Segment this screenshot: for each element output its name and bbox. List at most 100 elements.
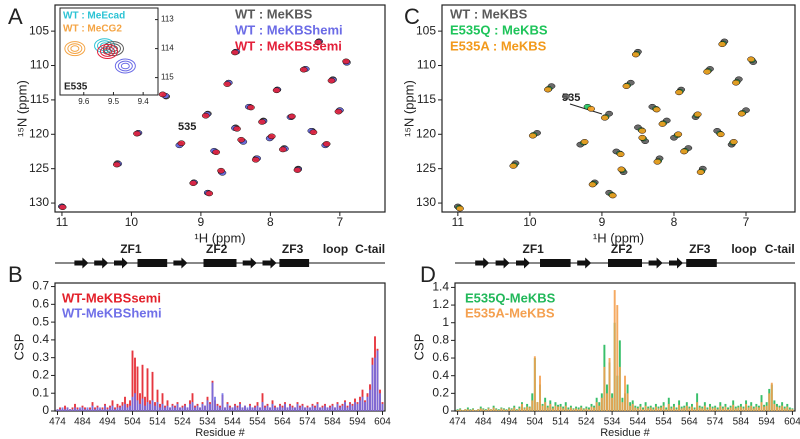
helix-bar — [540, 259, 571, 267]
bar — [492, 407, 495, 411]
bar — [760, 402, 763, 411]
nmr-peak — [247, 104, 255, 111]
bar — [354, 402, 356, 411]
domain-label: loop — [731, 242, 756, 256]
bar — [776, 406, 778, 411]
nmr-peak — [562, 93, 570, 100]
bar — [364, 402, 366, 411]
bar — [214, 396, 216, 411]
legend-entry: E535Q : MeKBS — [450, 22, 548, 37]
bar — [274, 407, 276, 411]
x-tick-label: 9.5 — [108, 97, 120, 106]
helix-bar — [686, 259, 717, 267]
x-tick-label: 584 — [733, 417, 750, 428]
bar — [339, 407, 341, 411]
bar — [768, 393, 771, 411]
x-tick-label: 504 — [124, 417, 141, 428]
bar — [249, 405, 251, 411]
nmr-peak — [327, 77, 336, 84]
bar — [781, 405, 784, 411]
bar — [66, 407, 69, 411]
bar — [549, 403, 552, 411]
nmr-peak — [617, 166, 626, 173]
nmr-peak — [212, 149, 221, 156]
bar — [721, 408, 724, 411]
bar — [456, 410, 459, 411]
bar — [369, 389, 371, 411]
bar — [319, 407, 321, 411]
bar — [216, 405, 219, 411]
bar — [324, 405, 326, 411]
bar — [518, 408, 521, 411]
y-tick-label: 0 — [42, 403, 49, 417]
x-tick-label: 524 — [174, 417, 191, 428]
legend-entry: WT : MeCG2 — [63, 24, 122, 35]
strand-arrow — [669, 257, 683, 269]
bar — [608, 358, 611, 411]
nmr-peak — [716, 131, 725, 138]
bar — [156, 389, 159, 411]
bar — [727, 409, 729, 411]
bar — [683, 407, 686, 411]
bar — [226, 403, 229, 411]
bar — [276, 407, 279, 411]
bar — [71, 409, 74, 411]
x-tick-label: 514 — [149, 417, 166, 428]
strand-arrow — [475, 257, 490, 269]
bar — [311, 405, 314, 411]
bar — [678, 404, 681, 411]
bar — [199, 407, 201, 411]
y-tick-label: 120 — [29, 126, 49, 140]
nmr-peak — [177, 140, 186, 147]
bar — [611, 397, 614, 411]
bar — [366, 396, 369, 411]
bar — [134, 393, 136, 411]
domain-label: ZF1 — [120, 242, 142, 256]
bar — [181, 407, 184, 411]
y-tick-label: 0.4 — [432, 368, 449, 382]
bar — [259, 407, 261, 411]
y-tick-label: 1.4 — [432, 280, 449, 294]
panel-label: D — [420, 262, 436, 287]
bar — [204, 405, 206, 411]
domain-label: loop — [323, 242, 348, 256]
bar — [281, 407, 284, 411]
bar — [151, 400, 154, 411]
x-tick-label: 10 — [523, 215, 537, 229]
y-axis-label: ¹⁵N (ppm) — [14, 80, 29, 137]
bar — [466, 409, 469, 411]
legend-entry: WT : MeKBShemi — [235, 22, 343, 37]
nmr-peak — [528, 132, 537, 139]
domain-label: ZF1 — [523, 242, 545, 256]
x-tick-label: 9.6 — [78, 97, 90, 106]
bar — [670, 408, 673, 411]
y-tick-label: 113 — [161, 15, 174, 24]
y-tick-label: 125 — [29, 161, 49, 175]
bar — [116, 407, 119, 411]
y-tick-label: 0.7 — [32, 279, 49, 293]
nmr-peak — [658, 121, 667, 127]
bar — [166, 405, 169, 411]
nmr-peak — [580, 139, 589, 145]
bar — [371, 364, 374, 411]
bar — [134, 357, 136, 411]
bar — [89, 409, 91, 411]
bar — [585, 408, 588, 411]
bar — [510, 409, 513, 411]
bar — [709, 406, 711, 411]
domain-label: ZF3 — [282, 242, 304, 256]
nmr-peak — [158, 91, 167, 98]
bar — [336, 403, 339, 411]
bar — [381, 403, 384, 411]
y-tick-label: 130 — [416, 195, 436, 209]
x-tick-label: 494 — [99, 417, 116, 428]
y-tick-label: 1.2 — [432, 297, 449, 311]
legend-entry: WT : MeKBSsemi — [235, 38, 342, 53]
bar — [577, 409, 580, 411]
bar — [376, 350, 379, 411]
x-tick-label: 484 — [475, 417, 492, 428]
y-axis-label: CSP — [11, 334, 26, 361]
bar — [124, 403, 126, 411]
x-tick-label: 514 — [552, 417, 569, 428]
bar — [523, 408, 526, 411]
